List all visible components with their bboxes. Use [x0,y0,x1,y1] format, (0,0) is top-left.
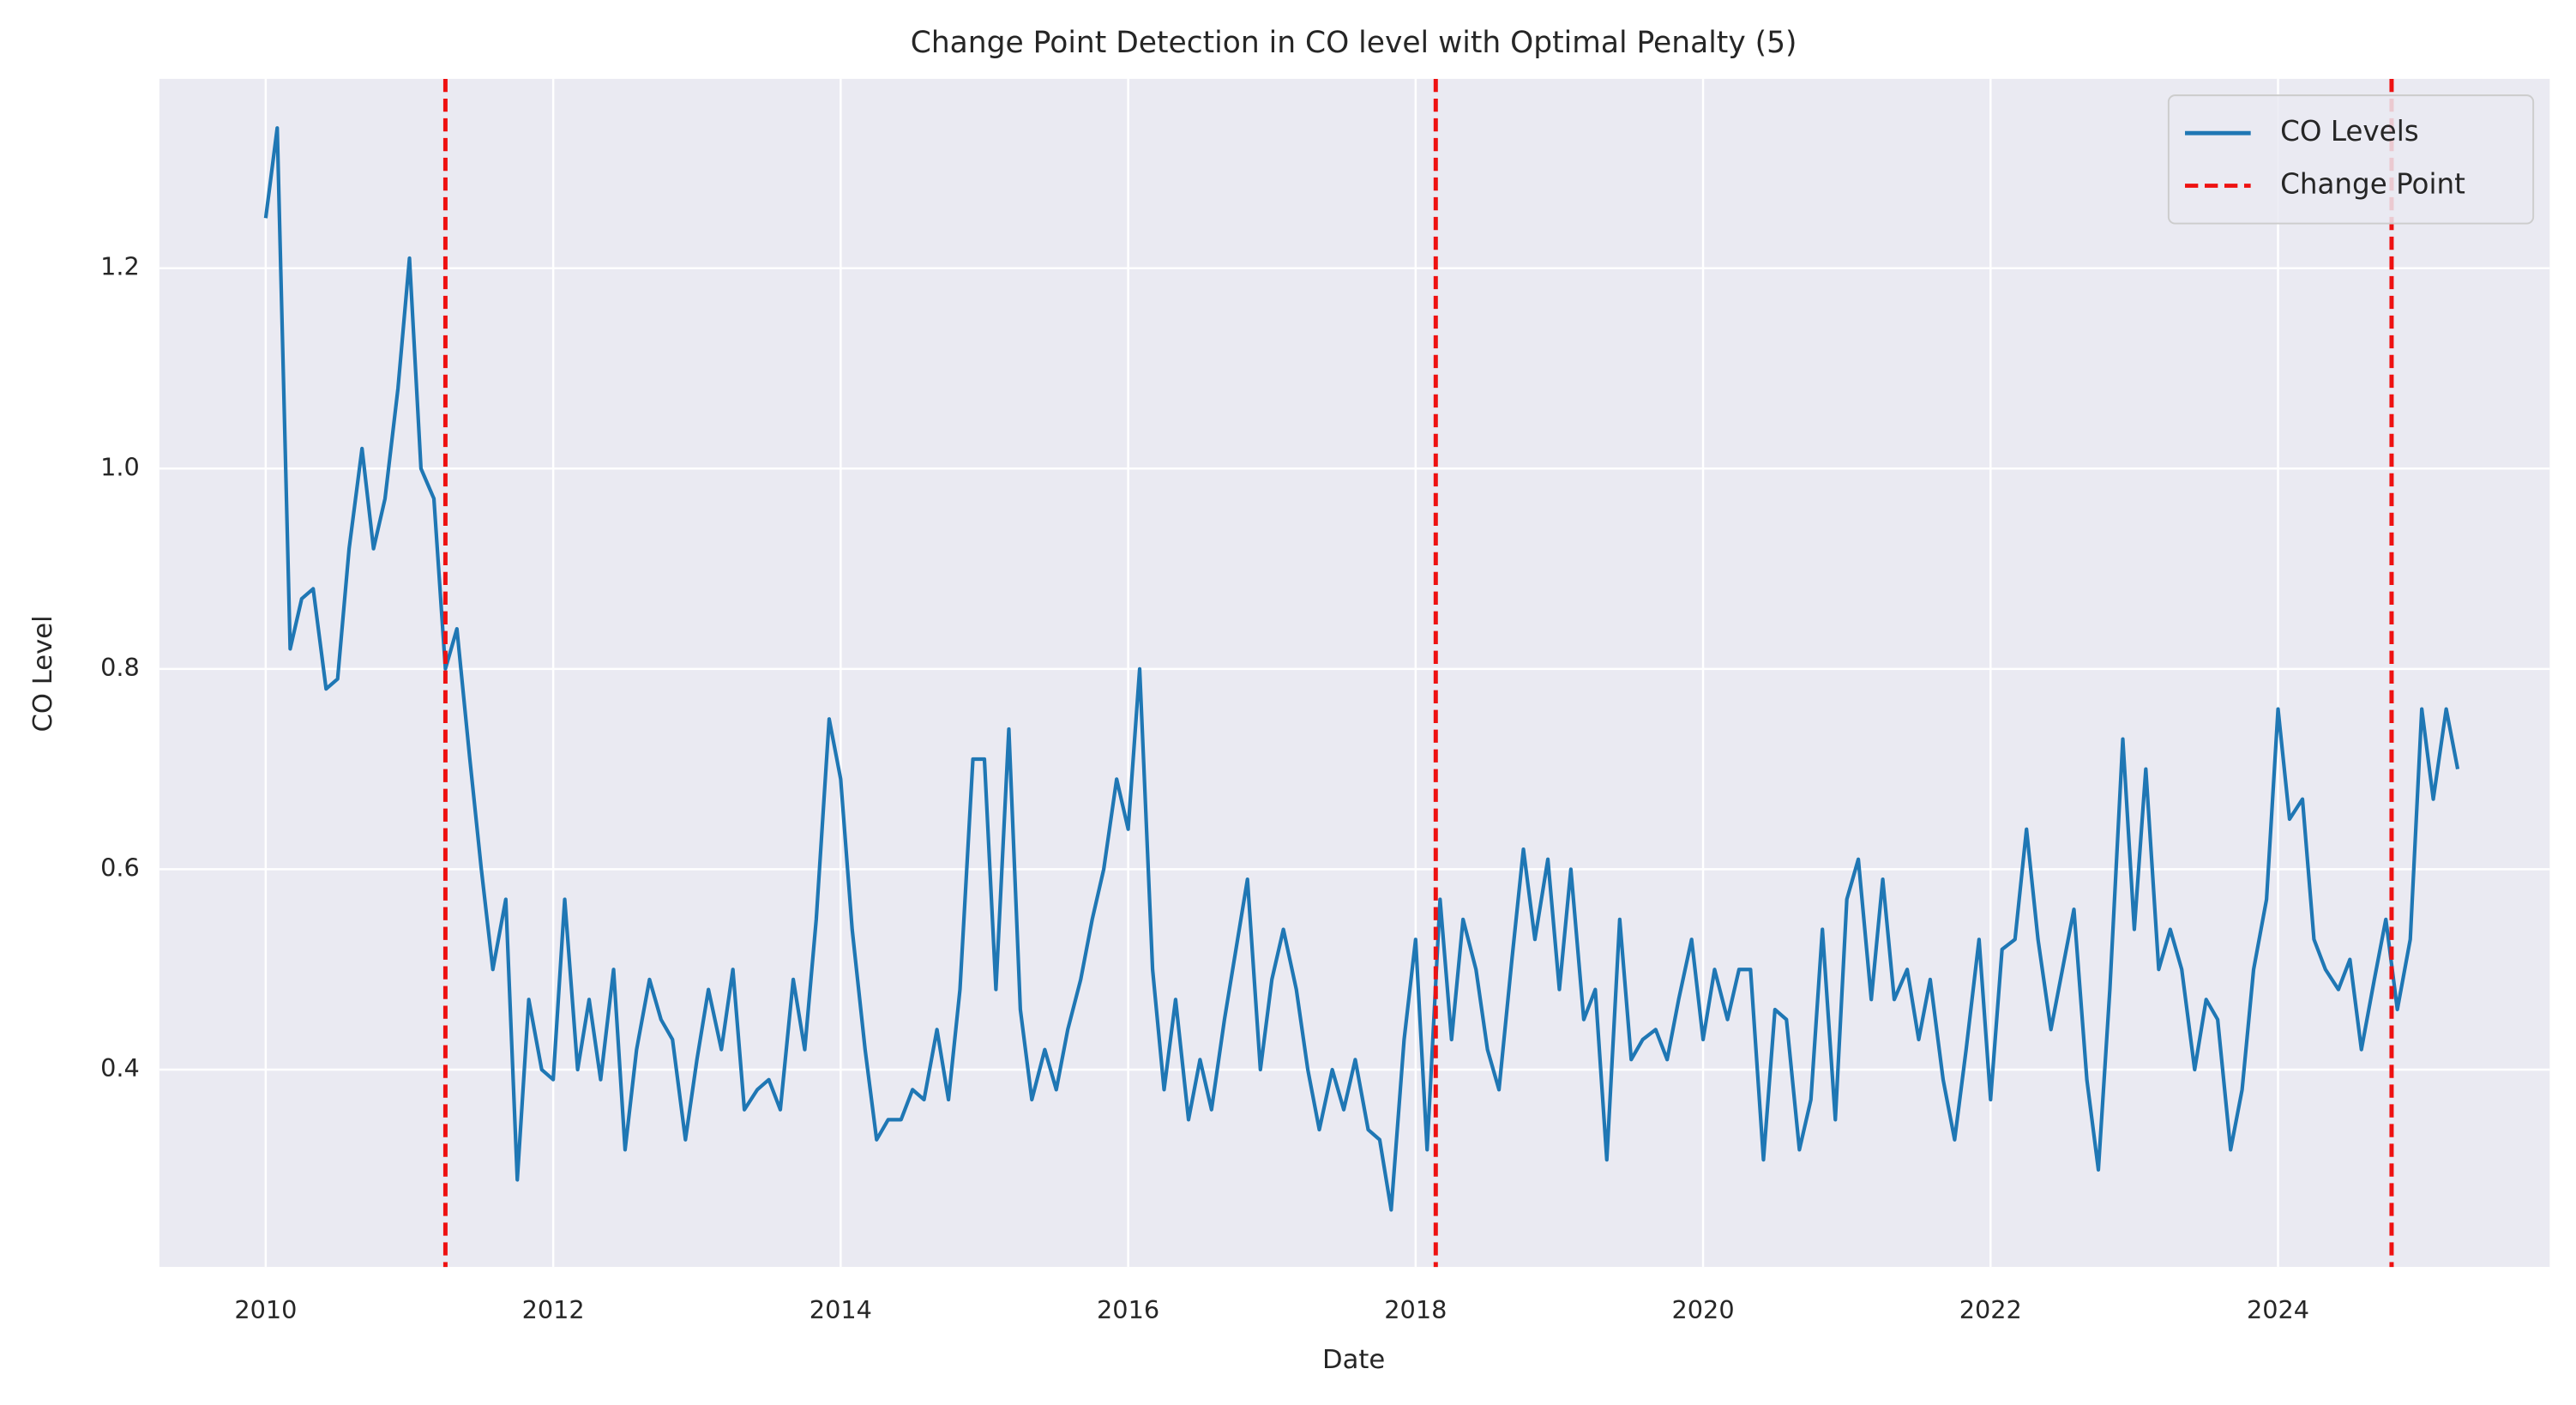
chart-title: Change Point Detection in CO level with … [911,26,1797,60]
legend-label: Change Point [2280,167,2465,200]
x-tick-label: 2016 [1097,1295,1159,1324]
x-tick-label: 2010 [234,1295,297,1324]
y-tick-label: 0.6 [100,853,140,882]
x-tick-label: 2018 [1384,1295,1447,1324]
x-tick-label: 2012 [522,1295,585,1324]
plot-area [159,78,2550,1268]
x-tick-label: 2014 [810,1295,872,1324]
y-tick-label: 0.4 [100,1053,140,1082]
legend-box [2167,94,2535,225]
x-tick-label: 2020 [1672,1295,1735,1324]
x-tick-label: 2022 [1959,1295,2022,1324]
y-tick-label: 1.0 [100,452,140,481]
y-axis-label: CO Level [28,615,58,732]
x-tick-label: 2024 [2247,1295,2309,1324]
legend-label: CO Levels [2280,115,2419,148]
y-tick-label: 1.2 [100,252,140,281]
data-line [263,126,2460,1212]
y-tick-label: 0.8 [100,653,140,682]
x-axis-label: Date [1322,1345,1385,1375]
